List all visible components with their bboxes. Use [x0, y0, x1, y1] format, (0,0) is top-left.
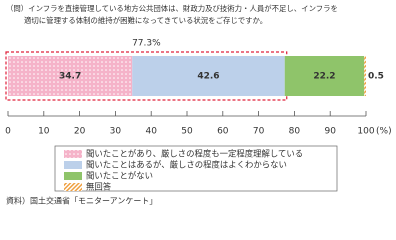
x-tick-label: 40 — [145, 127, 157, 137]
x-tick-label: 30 — [110, 127, 122, 137]
bar-segment — [284, 56, 365, 96]
legend-pattern — [64, 150, 82, 158]
x-tick-label: 80 — [289, 127, 301, 137]
chart: （問）インフラを直接管理している地方公共団体は、財政力及び技術力・人員が不足し、… — [5, 4, 392, 206]
x-tick-label: 90 — [324, 127, 336, 137]
bar-pattern — [8, 56, 133, 96]
legend-label: 聞いたことはあるが、厳しさの程度はよくわからない — [86, 160, 287, 170]
legend-label: 聞いたことがない — [86, 171, 153, 181]
highlight-box — [5, 51, 288, 101]
x-tick-label: 50 — [181, 127, 193, 137]
value-label: 42.6 — [197, 72, 219, 82]
x-tick-label: 10 — [38, 127, 50, 137]
legend-pattern — [64, 183, 82, 191]
value-label: 22.2 — [313, 72, 335, 82]
source: 資料）国土交通省「モニターアンケート」 — [6, 196, 157, 206]
legend-swatch — [64, 172, 82, 180]
value-label: 0.5 — [368, 72, 384, 82]
legend-label: 無回答 — [86, 182, 112, 192]
question-line: （問）インフラを直接管理している地方公共団体は、財政力及び技術力・人員が不足し、… — [6, 4, 338, 13]
x-unit: (%) — [376, 127, 392, 137]
question-line: 適切に管理する体制の維持が困難になってきている状況をご存じですか。 — [24, 16, 267, 25]
value-label: 34.7 — [59, 72, 81, 82]
x-tick-label: 100 — [357, 127, 374, 137]
legend-label: 聞いたことがあり、厳しさの程度も一定程度理解している — [86, 149, 303, 159]
x-tick-label: 60 — [217, 127, 229, 137]
x-tick-label: 20 — [74, 127, 86, 137]
x-tick-label: 0 — [5, 127, 11, 137]
legend-box — [54, 145, 338, 192]
bar-segment — [132, 56, 285, 96]
legend-swatch — [64, 161, 82, 169]
annotation: 77.3% — [132, 39, 161, 49]
x-tick-label: 70 — [253, 127, 265, 137]
bar-pattern — [364, 56, 366, 96]
